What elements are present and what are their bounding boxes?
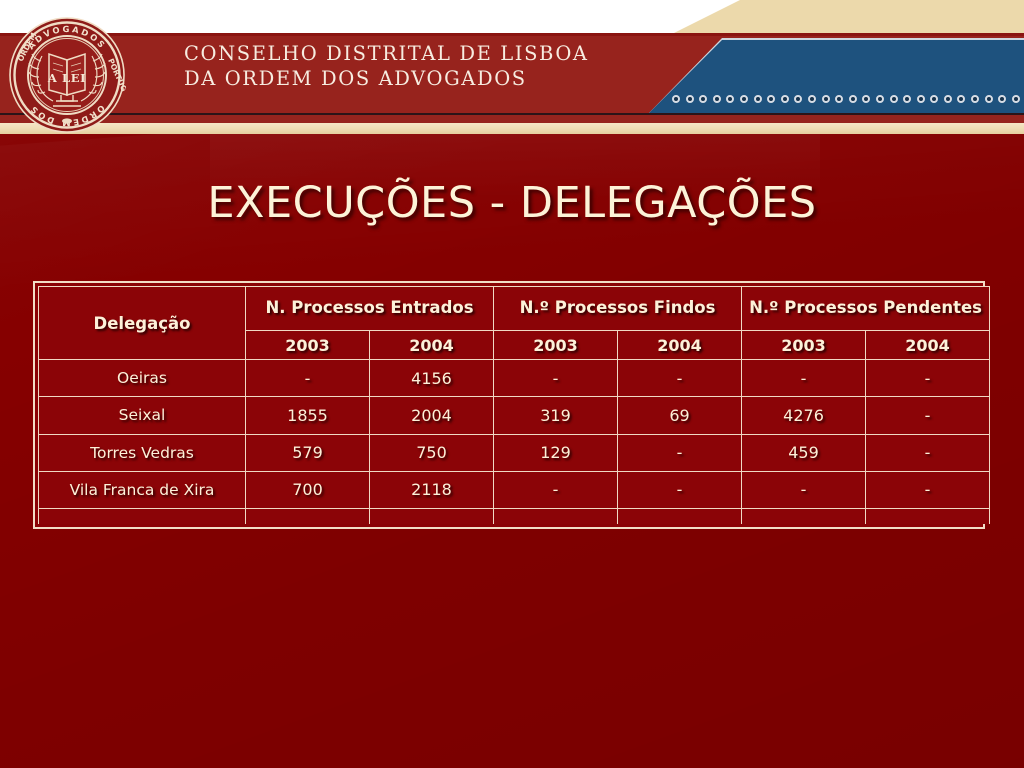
dot-icon [984,94,993,103]
dot-icon [685,94,694,103]
dot-icon [794,94,803,103]
spacer-cell [368,508,495,524]
data-table: Delegação N. Processos Entrados N.º Proc… [38,286,991,524]
spacer-cell [493,508,619,524]
dot-icon [998,94,1007,103]
header-cream-stripe [0,123,1024,134]
table-spacer-row [38,508,991,524]
dot-icon [807,94,816,103]
column-header-entrados-2003: 2003 [245,330,370,360]
dot-icon [821,94,830,103]
dot-icon [1011,94,1020,103]
spacer-cell [617,508,743,524]
column-header-delegacao: Delegação [38,286,246,360]
organization-line-1: CONSELHO DISTRITAL DE LISBOA [184,42,589,65]
cell-entrados-2003: 579 [245,433,370,472]
spacer-cell [865,508,991,524]
cell-findos-2003: 129 [493,433,619,472]
open-book-icon [48,52,86,96]
cell-pendentes-2004: - [865,433,991,472]
column-header-pendentes-2004: 2004 [865,330,991,360]
cell-pendentes-2004: - [865,358,991,398]
table-header-row-groups: Delegação N. Processos Entrados N.º Proc… [38,286,991,360]
cell-delegacao: Torres Vedras [38,433,246,472]
cell-pendentes-2004: - [865,396,991,435]
page-title: EXECUÇÕES - DELEGAÇÕES [207,178,817,228]
table-row: Seixal 1855 2004 319 69 4276 - [38,396,991,435]
slide-header-banner: CONSELHO DISTRITAL DE LISBOA DA ORDEM DO… [0,0,1024,134]
cell-findos-2004: - [617,358,743,398]
cell-pendentes-2003: 459 [741,433,867,472]
laurel-wreath-icon [28,53,106,102]
seal-bottom-ornament-icon [62,118,72,124]
cell-findos-2004: - [617,470,743,510]
cell-pendentes-2003: - [741,470,867,510]
table-header-row-years: 2003 2004 2003 2004 2003 2004 [39,330,991,360]
cell-entrados-2003: 1855 [245,396,370,435]
cell-pendentes-2003: - [741,358,867,398]
spacer-cell [245,508,370,524]
cell-findos-2004: - [617,433,743,472]
dot-icon [699,94,708,103]
cell-findos-2004: 69 [617,396,743,435]
dot-icon [767,94,776,103]
dot-icon [835,94,844,103]
dot-icon [848,94,857,103]
cell-findos-2003: - [493,358,619,398]
column-group-header-entrados: N. Processos Entrados [244,286,495,331]
header-dot-row [672,93,1020,104]
column-group-header-pendentes: N.º Processos Pendentes [741,286,991,331]
executions-by-delegation-table: Delegação N. Processos Entrados N.º Proc… [33,281,991,529]
column-group-header-findos: N.º Processos Findos [493,286,743,331]
organization-line-2: DA ORDEM DOS ADVOGADOS [184,67,527,90]
cell-entrados-2004: 4156 [368,358,495,398]
dot-icon [875,94,884,103]
cell-delegacao: Oeiras [38,358,246,398]
cell-entrados-2004: 750 [368,433,495,472]
table-row: Torres Vedras 579 750 129 - 459 - [38,433,991,472]
table-row: Vila Franca de Xira 700 2118 - - - - [38,470,991,510]
column-header-entrados-2004: 2004 [368,330,495,360]
dot-icon [943,94,952,103]
dot-icon [672,94,680,103]
dot-icon [930,94,939,103]
dot-icon [889,94,898,103]
organization-name: CONSELHO DISTRITAL DE LISBOA DA ORDEM DO… [184,42,589,90]
spacer-cell [38,508,246,524]
dot-icon [971,94,980,103]
dot-icon [780,94,789,103]
dot-icon [903,94,912,103]
dot-icon [712,94,721,103]
cell-delegacao: Vila Franca de Xira [38,470,246,510]
column-header-findos-2004: 2004 [617,330,743,360]
cell-findos-2003: - [493,470,619,510]
dot-icon [726,94,735,103]
cell-pendentes-2004: - [865,470,991,510]
spacer-cell [741,508,867,524]
seal-pedestal-icon [53,95,81,107]
dot-icon [957,94,966,103]
cell-entrados-2004: 2004 [368,396,495,435]
cell-entrados-2004: 2118 [368,470,495,510]
dot-icon [916,94,925,103]
column-header-pendentes-2003: 2003 [741,330,867,360]
cell-entrados-2003: - [245,358,370,398]
dot-icon [862,94,871,103]
cell-findos-2003: 319 [493,396,619,435]
seal-center-label: A LEI [47,71,86,85]
table-row: Oeiras - 4156 - - - - [38,358,991,398]
dot-icon [753,94,762,103]
dot-icon [739,94,748,103]
cell-pendentes-2003: 4276 [741,396,867,435]
cell-delegacao: Seixal [38,396,246,435]
cell-entrados-2003: 700 [245,470,370,510]
header-lower-red-band [0,115,1024,124]
ordem-dos-advogados-seal-icon: ADVOGADOS ORDEM DOS ORDEM PORTUG [9,17,126,133]
column-header-findos-2003: 2003 [493,330,619,360]
header-top-rule [0,33,1024,36]
